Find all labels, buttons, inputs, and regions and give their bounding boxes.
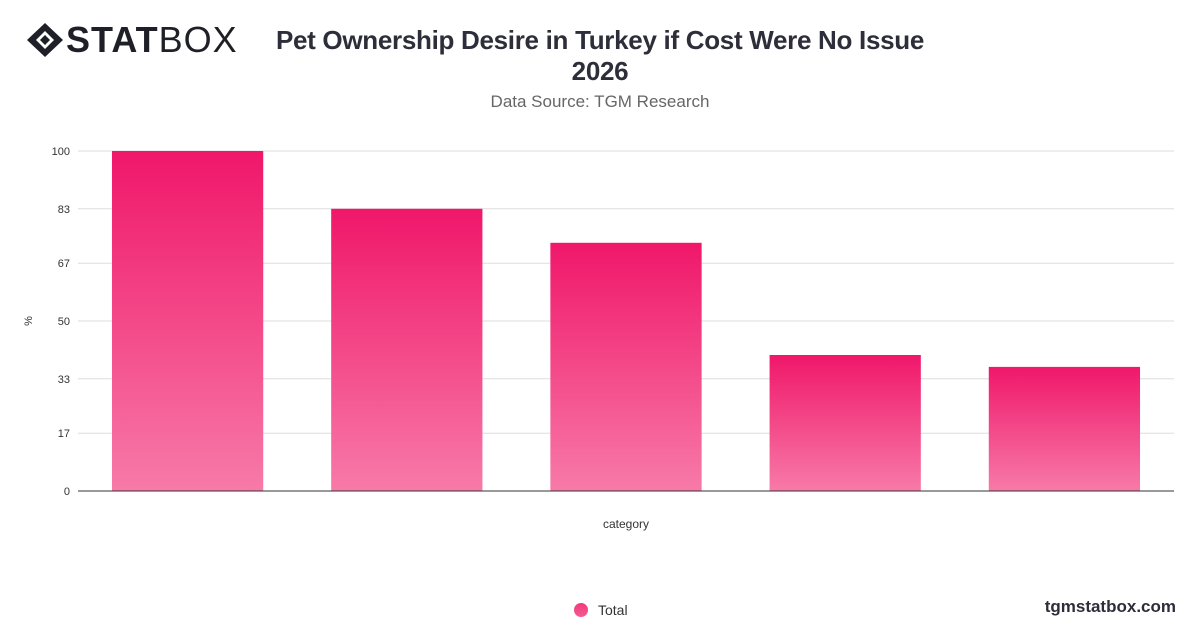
logo-wordmark: STATBOX <box>66 19 238 60</box>
y-tick-label: 67 <box>58 258 70 270</box>
y-tick-label: 33 <box>58 374 70 386</box>
bar <box>111 151 264 491</box>
footer-site-link[interactable]: tgmstatbox.com <box>1044 597 1176 616</box>
x-axis-label: category <box>603 517 649 531</box>
bar <box>769 355 921 491</box>
chart-title: Pet Ownership Desire in Turkey if Cost W… <box>250 25 950 87</box>
bar <box>550 242 702 491</box>
y-tick-label: 100 <box>52 146 70 158</box>
y-tick-label: 0 <box>64 486 70 498</box>
legend-label-total: Total <box>598 602 628 618</box>
statbox-logo: STATBOX <box>26 22 238 58</box>
legend-swatch <box>574 603 588 617</box>
y-axis-label: % <box>23 316 35 326</box>
bar <box>988 366 1141 491</box>
chart-title-line-2: 2026 <box>571 56 629 86</box>
chart-title-line-1: Pet Ownership Desire in Turkey if Cost W… <box>275 25 925 55</box>
y-tick-label: 17 <box>58 428 70 440</box>
chart-legend[interactable]: Total <box>574 602 628 618</box>
y-tick-label: 50 <box>58 316 70 328</box>
statbox-diamond-icon <box>27 23 63 57</box>
y-tick-label: 83 <box>58 204 70 216</box>
chart-subtitle: Data Source: TGM Research <box>490 92 710 111</box>
bar <box>331 208 483 492</box>
